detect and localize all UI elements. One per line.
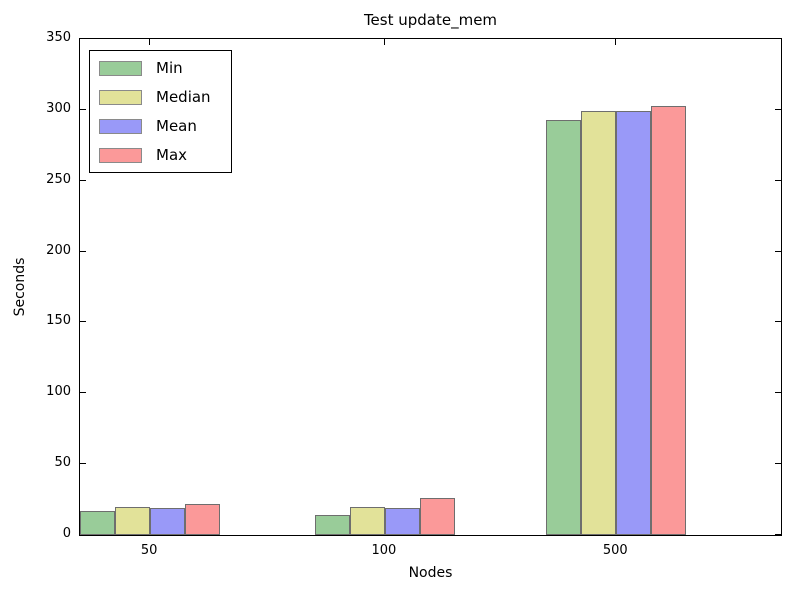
y-tick-mark bbox=[80, 38, 86, 39]
x-tick-mark bbox=[383, 39, 385, 45]
y-tick-mark bbox=[80, 250, 86, 252]
y-tick-label: 300 bbox=[46, 100, 71, 116]
bar-mean-500 bbox=[616, 111, 652, 535]
bar-min-500 bbox=[546, 119, 582, 535]
legend-item: Mean bbox=[99, 118, 211, 134]
y-tick-mark bbox=[775, 392, 781, 394]
legend-swatch bbox=[99, 118, 142, 134]
y-tick-mark bbox=[80, 179, 86, 181]
bar-mean-50 bbox=[150, 508, 185, 535]
bar-max-100 bbox=[419, 498, 455, 535]
legend-swatch bbox=[99, 60, 142, 76]
y-tick-label: 250 bbox=[46, 171, 71, 187]
bar-mean-100 bbox=[384, 508, 420, 535]
x-tick-label: 100 bbox=[371, 543, 397, 558]
bar-max-500 bbox=[651, 105, 687, 535]
y-tick-label: 0 bbox=[62, 526, 71, 541]
legend-label: Mean bbox=[156, 117, 197, 135]
legend: Min Median Mean Max bbox=[89, 50, 232, 173]
y-tick-label: 100 bbox=[46, 384, 71, 400]
y-tick-mark bbox=[80, 321, 86, 323]
legend-item: Max bbox=[99, 147, 211, 163]
bar-median-500 bbox=[581, 111, 617, 535]
bar-median-50 bbox=[115, 506, 151, 535]
y-tick-mark bbox=[775, 250, 781, 252]
legend-swatch bbox=[99, 89, 142, 105]
chart-title: Test update_mem bbox=[363, 11, 498, 29]
legend-item: Min bbox=[99, 60, 211, 76]
x-tick-mark bbox=[615, 39, 617, 45]
y-tick-label: 150 bbox=[46, 313, 71, 329]
x-tick-mark bbox=[149, 39, 151, 45]
bar-max-50 bbox=[185, 503, 220, 535]
bar-min-50 bbox=[80, 510, 116, 535]
plot-area: Min Median Mean Max bbox=[79, 38, 782, 536]
x-tick-label: 50 bbox=[140, 543, 158, 558]
y-axis-label: Seconds bbox=[12, 257, 28, 317]
legend-label: Median bbox=[156, 88, 211, 106]
legend-label: Min bbox=[156, 59, 183, 77]
y-tick-mark bbox=[775, 321, 781, 323]
legend-swatch bbox=[99, 147, 142, 163]
y-tick-mark bbox=[775, 179, 781, 181]
y-tick-label: 50 bbox=[54, 455, 71, 471]
x-axis-label: Nodes bbox=[408, 565, 453, 581]
bar-min-100 bbox=[315, 515, 351, 535]
y-tick-mark bbox=[80, 463, 86, 465]
y-tick-mark bbox=[775, 108, 781, 110]
bar-median-100 bbox=[350, 506, 385, 535]
legend-label: Max bbox=[156, 146, 188, 164]
x-tick-label: 500 bbox=[602, 543, 628, 558]
y-tick-label: 200 bbox=[46, 242, 71, 258]
y-tick-label: 350 bbox=[46, 30, 71, 45]
y-tick-mark bbox=[80, 392, 86, 394]
legend-item: Median bbox=[99, 89, 211, 105]
y-tick-mark bbox=[80, 108, 86, 110]
y-tick-mark bbox=[775, 534, 781, 535]
y-tick-mark bbox=[775, 38, 781, 39]
y-tick-mark bbox=[775, 463, 781, 465]
